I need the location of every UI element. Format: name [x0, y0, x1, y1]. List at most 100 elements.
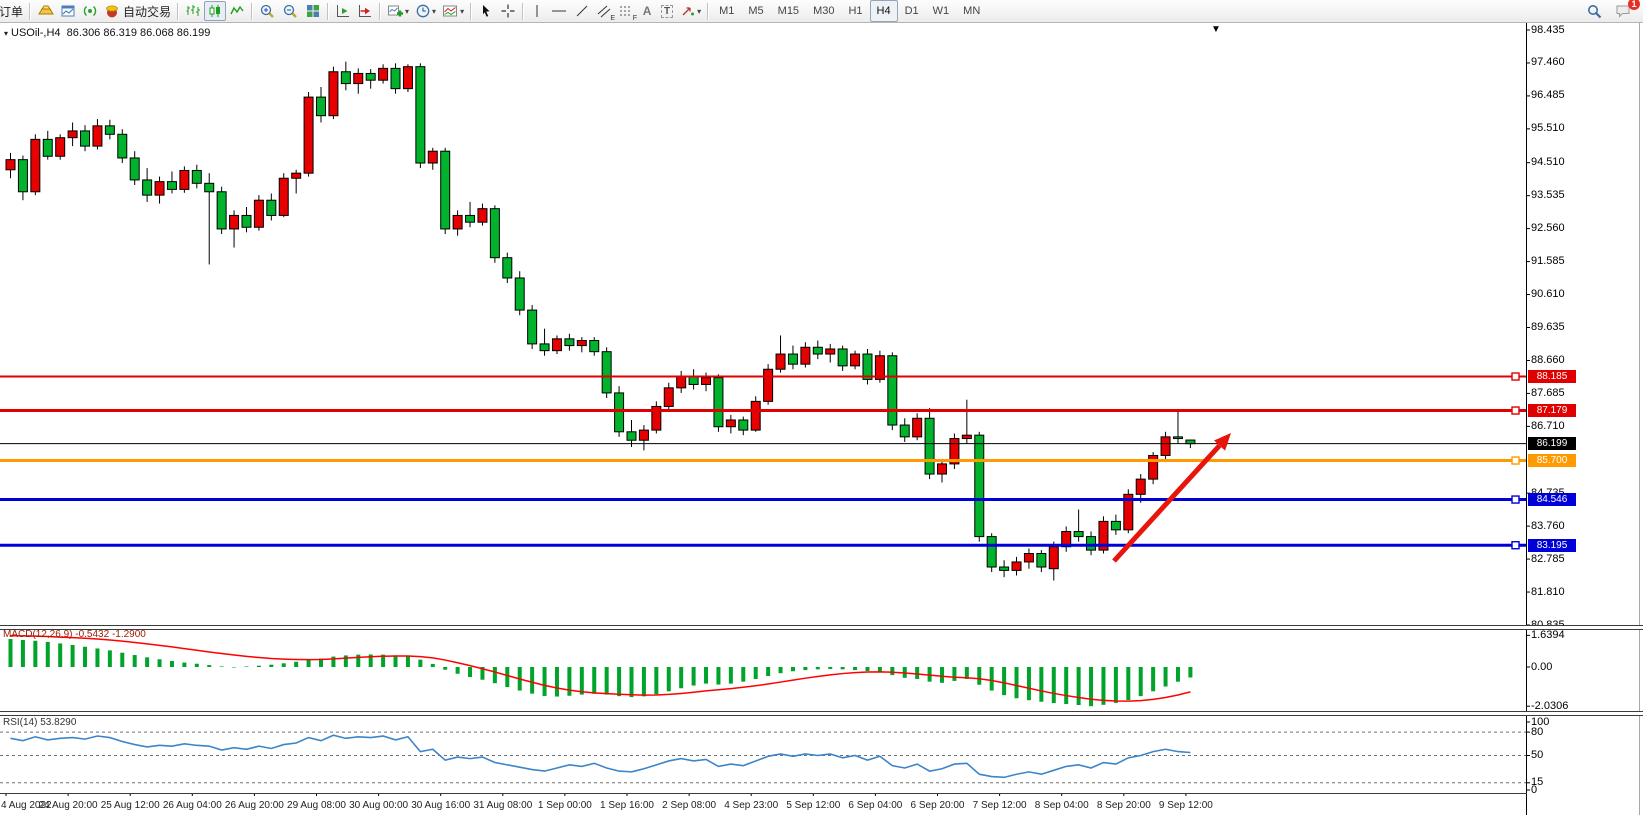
tf-h4[interactable]: H4: [869, 0, 898, 22]
horizontal-line-tool-button[interactable]: [547, 1, 571, 21]
chart-window-icon: [60, 3, 76, 19]
templates-button[interactable]: ▾: [439, 1, 467, 21]
price-line-marker[interactable]: [1511, 495, 1520, 504]
signals-button[interactable]: [79, 1, 101, 21]
macd-histogram-bar: [157, 659, 162, 667]
tf-m5[interactable]: M5: [748, 5, 764, 17]
text-label-tool-button[interactable]: T: [657, 1, 677, 21]
candle-body: [390, 67, 401, 90]
price-line-marker[interactable]: [1511, 541, 1520, 550]
text-tool-button[interactable]: A: [637, 1, 657, 21]
candle-body: [713, 377, 724, 428]
macd-histogram-bar: [1051, 667, 1056, 704]
candle-body: [117, 133, 128, 159]
rsi-pane-separator[interactable]: [0, 711, 1643, 716]
crosshair-tool-button[interactable]: [497, 1, 519, 21]
toolbar-separator: [707, 2, 710, 20]
new-order-button[interactable]: 订单: [0, 1, 26, 21]
candle-body: [291, 172, 302, 179]
zoom-in-button[interactable]: [256, 1, 279, 21]
search-icon: [1586, 3, 1603, 20]
price-line-marker[interactable]: [1511, 456, 1520, 465]
candle-body: [266, 199, 277, 216]
zoom-out-button[interactable]: [279, 1, 302, 21]
candle-body: [92, 125, 103, 147]
candle-body: [1098, 520, 1109, 551]
macd-histogram-bar: [890, 667, 895, 676]
zoom-in-icon: [259, 3, 276, 19]
candle-body: [440, 150, 451, 230]
bar-chart-mode-button[interactable]: [182, 1, 204, 21]
macd-histogram-bar: [244, 666, 249, 667]
market-window-button[interactable]: [57, 1, 79, 21]
macd-histogram-bar: [1138, 667, 1143, 697]
macd-histogram-bar: [629, 667, 634, 698]
tile-windows-button[interactable]: [302, 1, 324, 21]
tf-w1[interactable]: W1: [932, 5, 950, 17]
fibonacci-tool-button[interactable]: F: [615, 1, 637, 22]
price-line-marker[interactable]: [1511, 406, 1520, 415]
toolbar-separator: [327, 2, 330, 20]
comments-button[interactable]: 1: [1612, 0, 1640, 21]
candle-body: [55, 137, 66, 157]
search-button[interactable]: [1583, 1, 1606, 21]
tf-m30[interactable]: M30: [813, 5, 835, 17]
dropdown-icon: ▾: [432, 6, 437, 16]
auto-scroll-button[interactable]: [332, 1, 354, 21]
trend-arrow-head[interactable]: [1213, 433, 1231, 451]
candle-body: [924, 417, 935, 475]
candle-body: [1036, 552, 1047, 568]
macd-pane-separator[interactable]: [0, 625, 1643, 630]
macd-histogram-bar: [418, 659, 423, 667]
macd-histogram-bar: [120, 652, 125, 667]
macd-indicator-label: MACD(12,26,9) -0.5432 -1.2900: [3, 629, 146, 640]
trend-arrow-shaft[interactable]: [1112, 443, 1222, 563]
chart-shift-button[interactable]: [354, 1, 376, 21]
line-chart-icon: [229, 3, 245, 19]
candle-body: [303, 96, 314, 174]
template-icon: [442, 3, 459, 19]
auto-trading-button[interactable]: 自动交易: [101, 1, 174, 21]
macd-histogram-bar: [592, 667, 597, 694]
tf-m15[interactable]: M15: [777, 5, 800, 17]
price-axis-line: [1526, 23, 1527, 815]
vertical-line-tool-button[interactable]: [527, 1, 547, 21]
candle-body: [1123, 493, 1134, 531]
macd-histogram-bar: [567, 667, 572, 696]
periods-button[interactable]: ▾: [412, 1, 439, 21]
arrows-tool-button[interactable]: ▾: [677, 1, 704, 21]
macd-histogram-bar: [1101, 667, 1106, 705]
tf-d1[interactable]: D1: [904, 5, 919, 17]
cursor-tool-button[interactable]: [475, 1, 497, 21]
candle-body: [738, 419, 749, 431]
candle-body: [42, 138, 53, 157]
text-label-icon: T: [661, 4, 674, 18]
chart-shift-marker-icon[interactable]: ▼: [1211, 24, 1221, 35]
tf-mn[interactable]: MN: [963, 5, 981, 17]
macd-histogram-bar: [617, 667, 622, 697]
gold-button[interactable]: [34, 1, 57, 21]
tf-m1[interactable]: M1: [719, 5, 735, 17]
macd-histogram-bar: [952, 667, 957, 681]
candlestick-mode-button[interactable]: [204, 1, 227, 21]
text-tool-icon: A: [642, 4, 652, 18]
candle-body: [986, 536, 997, 568]
macd-histogram-bar: [8, 639, 13, 667]
macd-histogram-bar: [58, 643, 63, 667]
candle-body: [166, 181, 177, 190]
candle-body: [502, 257, 513, 279]
macd-histogram-bar: [753, 667, 758, 679]
indicators-button[interactable]: ▾: [384, 1, 412, 21]
channel-tool-button[interactable]: E: [593, 1, 615, 22]
macd-histogram-bar: [927, 667, 932, 682]
macd-histogram-bar: [704, 667, 709, 684]
macd-histogram-bar: [505, 667, 510, 688]
candle-body: [750, 400, 761, 431]
trendline-tool-button[interactable]: [571, 1, 593, 21]
line-chart-mode-button[interactable]: [226, 1, 248, 21]
candle-body: [999, 566, 1010, 571]
price-line-marker[interactable]: [1511, 372, 1520, 381]
tf-h1[interactable]: H1: [848, 5, 863, 17]
macd-histogram-bar: [790, 667, 795, 672]
